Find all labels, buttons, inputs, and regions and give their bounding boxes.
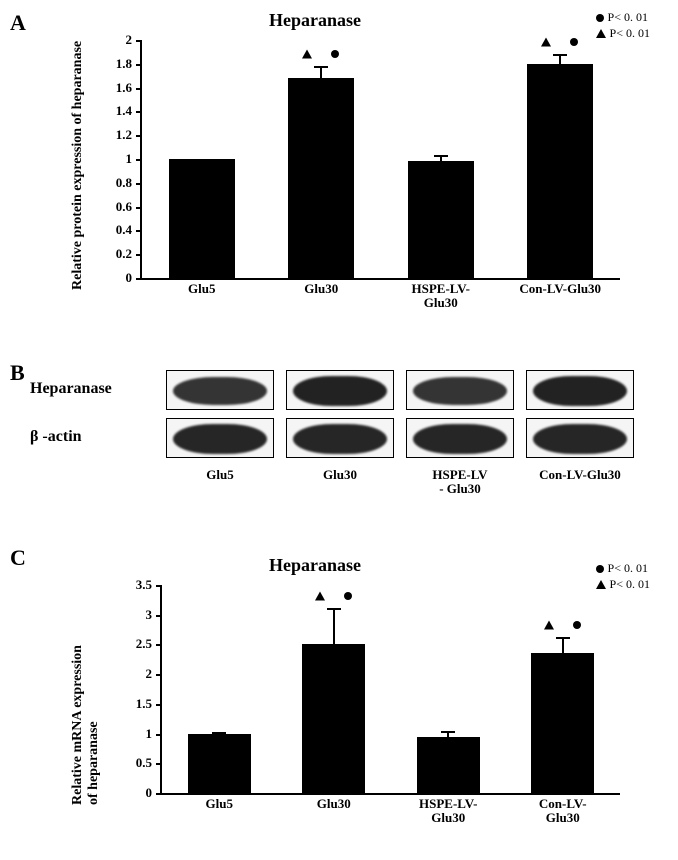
blot-lane <box>406 418 514 458</box>
y-tick-label: 2 <box>112 666 152 682</box>
x-tick-label: Glu5 <box>162 797 277 811</box>
y-tick-label: 0.8 <box>92 175 132 191</box>
x-tick-label: Glu30 <box>277 797 392 811</box>
blot-lane <box>526 370 634 410</box>
bar <box>531 653 594 793</box>
panel-b-blot: Heparanase β -actin Glu5Glu30HSPE-LV - Glu… <box>20 360 660 530</box>
blot-row-label: β -actin <box>30 428 82 446</box>
y-tick-label: 0.4 <box>92 222 132 238</box>
blot-lane <box>166 370 274 410</box>
legend-item: P< 0. 01 <box>596 561 650 577</box>
panel-c-plot: 00.511.522.533.5Glu5Glu30HSPE-LV- Glu30C… <box>160 585 620 795</box>
panel-a-legend: P< 0. 01P< 0. 01 <box>596 10 650 41</box>
x-tick-label: Con-LV- Glu30 <box>506 797 621 826</box>
blot-lane <box>406 370 514 410</box>
panel-c-title: Heparanase <box>60 555 570 576</box>
blot-col-label: Glu30 <box>280 468 400 482</box>
y-tick-label: 1 <box>112 726 152 742</box>
panel-a-plot: 00.20.40.60.811.21.41.61.82Glu5Glu30HSPE… <box>140 40 620 280</box>
y-tick-label: 1.5 <box>112 696 152 712</box>
panel-c-chart: Heparanase P< 0. 01P< 0. 01 Relative mRN… <box>60 555 650 845</box>
panel-a-ylabel: Relative protein expression of heparanas… <box>70 41 86 290</box>
bar <box>188 734 251 793</box>
y-tick-label: 0.5 <box>112 755 152 771</box>
x-tick-label: HSPE-LV- Glu30 <box>381 282 501 311</box>
bar <box>408 161 474 278</box>
y-tick-label: 0 <box>112 785 152 801</box>
blot-col-label: Con-LV-Glu30 <box>520 468 640 482</box>
legend-item: P< 0. 01 <box>596 26 650 42</box>
x-tick-label: HSPE-LV- Glu30 <box>391 797 506 826</box>
panel-a-label: A <box>10 10 26 36</box>
y-tick-label: 1.6 <box>92 80 132 96</box>
blot-lane <box>166 418 274 458</box>
bar <box>527 64 593 278</box>
y-tick-label: 0.2 <box>92 246 132 262</box>
blot-col-label: HSPE-LV - Glu30 <box>400 468 520 497</box>
y-tick-label: 1.8 <box>92 56 132 72</box>
panel-a-title: Heparanase <box>60 10 570 31</box>
y-tick-label: 0.6 <box>92 199 132 215</box>
legend-item: P< 0. 01 <box>596 10 650 26</box>
bar <box>288 78 354 278</box>
y-tick-label: 1.4 <box>92 103 132 119</box>
bar <box>417 737 480 793</box>
y-tick-label: 3 <box>112 607 152 623</box>
panel-c-label: C <box>10 545 26 571</box>
x-tick-label: Con-LV-Glu30 <box>501 282 621 296</box>
panel-a-chart: Heparanase P< 0. 01P< 0. 01 Relative pro… <box>60 10 650 320</box>
bar <box>302 644 365 793</box>
y-tick-label: 3.5 <box>112 577 152 593</box>
blot-lane <box>286 418 394 458</box>
x-tick-label: Glu5 <box>142 282 262 296</box>
blot-row-label: Heparanase <box>30 380 112 398</box>
y-tick-label: 1 <box>92 151 132 167</box>
y-tick-label: 1.2 <box>92 127 132 143</box>
blot-lane <box>286 370 394 410</box>
y-tick-label: 2.5 <box>112 636 152 652</box>
panel-c-ylabel: Relative mRNA expression of heparanase <box>70 645 102 805</box>
blot-col-label: Glu5 <box>160 468 280 482</box>
blot-lane <box>526 418 634 458</box>
x-tick-label: Glu30 <box>262 282 382 296</box>
bar <box>169 159 235 278</box>
y-tick-label: 0 <box>92 270 132 286</box>
y-tick-label: 2 <box>92 32 132 48</box>
